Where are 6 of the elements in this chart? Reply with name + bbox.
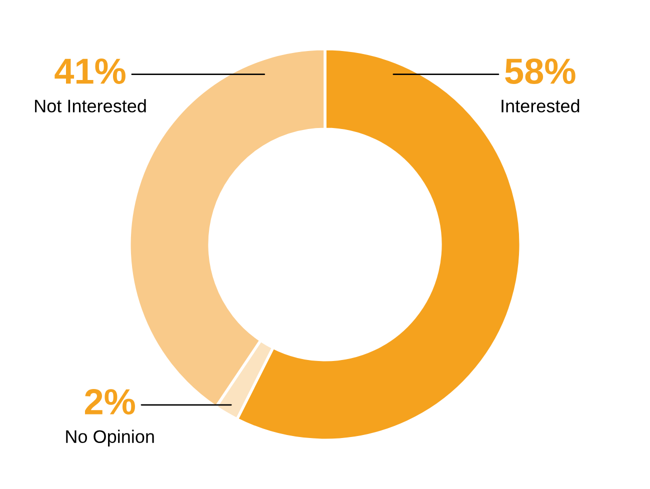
data-label: 2% bbox=[84, 389, 135, 415]
data-label: 41% bbox=[54, 58, 126, 84]
slice-label: Interested bbox=[502, 99, 580, 112]
slice-label: No Opinion bbox=[66, 430, 154, 447]
slice-label: Not Interested bbox=[35, 99, 146, 112]
data-label: 58% bbox=[505, 58, 576, 84]
